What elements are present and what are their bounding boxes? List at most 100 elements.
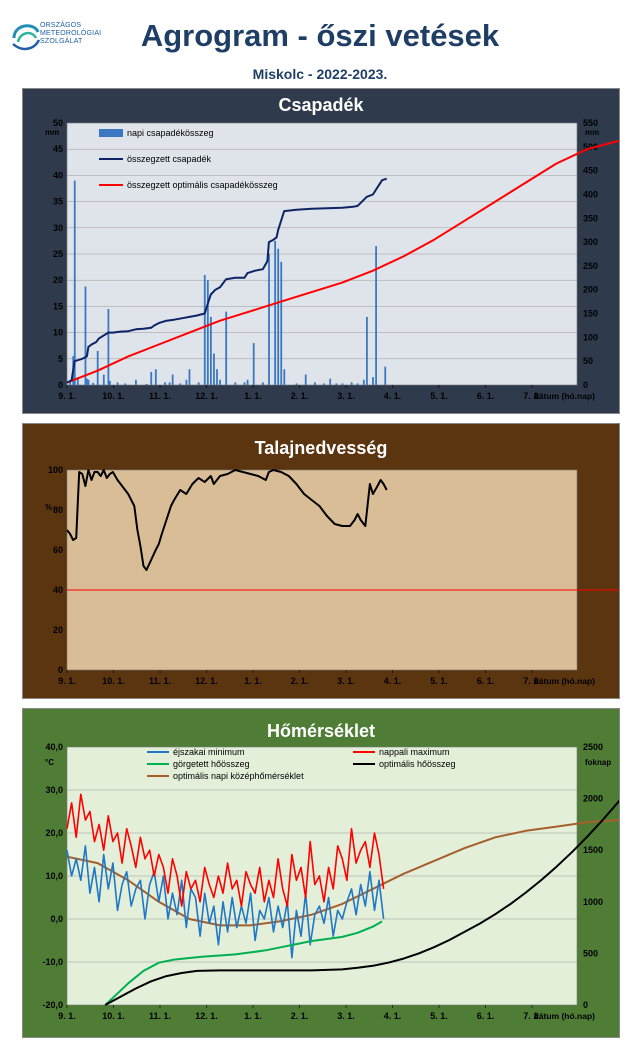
precip-bar [313, 382, 316, 385]
precip-bar [356, 383, 359, 385]
night-minimum-line [66, 845, 385, 959]
precip-bar [168, 382, 171, 385]
x-tick-label: 2. 1. [291, 676, 309, 686]
precip-bar [243, 382, 246, 385]
logo-line-3: SZOLGÁLAT [40, 38, 83, 45]
precip-bar [171, 374, 174, 385]
temperature-chart: Hőmérséklet -20,0 -10,0 0,0 10,0 20,0 30,0 40,0… [23, 709, 619, 1037]
x-tick-label: 10. 1. [102, 391, 125, 401]
legend-label: optimális hőösszeg [379, 759, 456, 769]
x-tick-label: 6. 1. [477, 676, 495, 686]
y-tick-label: 45 [53, 144, 63, 154]
x-tick-label: 3. 1. [337, 1011, 355, 1021]
y-axis-label: mm [45, 128, 59, 137]
rolling-heat-sum-line [104, 920, 383, 1006]
x-tick-label: 2. 1. [291, 1011, 309, 1021]
chart-title: Hőmérséklet [267, 721, 375, 741]
y2-tick-label: 2500 [583, 742, 603, 752]
x-tick-label: 11. 1. [149, 1011, 171, 1021]
precip-bar [197, 382, 200, 385]
precip-bar [366, 316, 368, 385]
y2-tick-label: 0 [583, 1000, 588, 1010]
temperature-panel: Hőmérséklet -20,0 -10,0 0,0 10,0 20,0 30,0 40,0… [22, 708, 620, 1038]
y2-tick-label: 400 [583, 189, 598, 199]
y-tick-label: 35 [53, 197, 63, 207]
precip-bar [295, 383, 298, 385]
legend-label: éjszakai minimum [173, 747, 245, 757]
y-tick-label: -10,0 [42, 957, 63, 967]
y2-tick-label: 300 [583, 237, 598, 247]
precip-bar [145, 383, 148, 385]
x-tick-label: 4. 1. [384, 676, 402, 686]
precip-bar [109, 380, 111, 385]
y-tick-label: 0 [58, 380, 63, 390]
legend-swatch-bar [99, 129, 123, 137]
y-tick-label: 30 [53, 223, 63, 233]
precip-bar [188, 369, 191, 385]
legend-label: összegzett csapadék [127, 154, 212, 164]
y2-tick-label: 450 [583, 166, 598, 176]
page-subtitle: Miskolc - 2022-2023. [252, 66, 388, 82]
precip-bar [206, 280, 209, 385]
precip-bar [246, 379, 249, 385]
soil-moisture-line [66, 469, 388, 571]
precip-bar [234, 382, 237, 385]
precip-bar [362, 379, 365, 385]
y-tick-label: 20,0 [45, 828, 63, 838]
precip-bar [203, 274, 206, 385]
x-tick-label: 5. 1. [430, 676, 448, 686]
x-tick-label: 10. 1. [102, 676, 125, 686]
cumulative-precip-line [66, 177, 388, 384]
y2-tick-label: 500 [583, 948, 598, 958]
precip-bar [329, 378, 332, 385]
y-tick-label: 5 [58, 354, 63, 364]
legend-label: görgetett hőösszeg [173, 759, 250, 769]
x-axis-label: dátum (hó.nap) [534, 1011, 596, 1021]
precip-bar [375, 246, 377, 385]
y-tick-label: 40 [53, 170, 63, 180]
precip-bar [277, 248, 280, 385]
precip-bar [335, 383, 338, 385]
x-tick-label: 1. 1. [244, 1011, 262, 1021]
y2-tick-label: 150 [583, 309, 598, 319]
precip-bar [84, 286, 87, 385]
x-tick-label: 9. 1. [58, 391, 76, 401]
x-tick-label: 2. 1. [291, 391, 309, 401]
precip-bar [135, 379, 137, 385]
logo-line-1: ORSZÁGOS [40, 22, 82, 29]
optimal-daily-mean-line [66, 819, 619, 927]
y-axis-label: °C [45, 758, 54, 767]
x-tick-label: 6. 1. [477, 391, 495, 401]
x-tick-label: 7. 1. [523, 676, 541, 686]
precip-bar [219, 379, 221, 385]
y-tick-label: 15 [53, 301, 63, 311]
precip-bar [116, 382, 119, 385]
precip-bar [102, 374, 105, 385]
x-tick-label: 3. 1. [337, 676, 355, 686]
omsz-logo-icon [12, 24, 41, 51]
y2-tick-label: 0 [583, 380, 588, 390]
precip-bar [213, 353, 215, 385]
y-tick-label: 25 [53, 249, 63, 259]
y-tick-label: 80 [53, 505, 63, 515]
precip-bar [86, 378, 88, 385]
day-maximum-line [66, 793, 385, 907]
x-axis-label: dátum (hó.nap) [534, 676, 596, 686]
precip-bar [372, 377, 374, 385]
y-tick-label: 60 [53, 545, 63, 555]
chart-title: Talajnedvesség [255, 438, 388, 458]
x-tick-label: 5. 1. [430, 1011, 448, 1021]
precip-bar [92, 382, 95, 385]
precip-bar [179, 383, 182, 385]
precip-bar [216, 369, 218, 385]
precip-bar [154, 369, 157, 385]
precip-bar [185, 379, 188, 385]
x-tick-label: 5. 1. [430, 391, 448, 401]
y2-tick-label: 350 [583, 213, 598, 223]
precip-bar [87, 379, 90, 385]
x-tick-label: 7. 1. [523, 391, 541, 401]
y-tick-label: 0 [58, 665, 63, 675]
page-title: Agrogram - őszi vetések [140, 18, 500, 53]
precipitation-chart: Csapadék05101520253035404550mm0501001502… [23, 89, 619, 413]
x-tick-label: 9. 1. [58, 676, 76, 686]
